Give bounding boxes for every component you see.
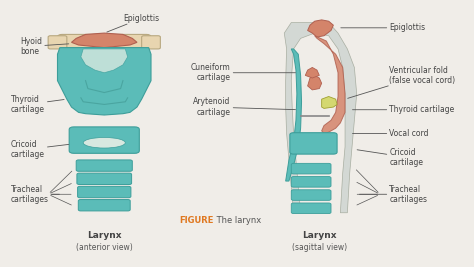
FancyBboxPatch shape [291,203,331,214]
FancyBboxPatch shape [142,36,160,49]
Text: Hyoid
bone: Hyoid bone [20,37,69,56]
Text: Epiglottis: Epiglottis [107,14,159,32]
FancyBboxPatch shape [69,127,139,153]
Polygon shape [308,75,322,90]
Text: The larynx: The larynx [214,216,261,225]
Text: Epiglottis: Epiglottis [341,23,426,32]
FancyBboxPatch shape [291,176,331,187]
Ellipse shape [70,135,138,151]
Text: FIGURE: FIGURE [179,216,213,225]
Text: Thyroid
cartilage: Thyroid cartilage [11,95,64,114]
Polygon shape [322,96,337,108]
Text: Larynx: Larynx [302,231,337,240]
Polygon shape [81,49,128,73]
Text: Cuneiform
cartilage: Cuneiform cartilage [191,63,295,83]
Text: Thyroid cartilage: Thyroid cartilage [353,105,455,114]
Text: Ventricular fold
(false vocal cord): Ventricular fold (false vocal cord) [348,66,456,98]
Text: (anterior view): (anterior view) [76,243,133,252]
FancyBboxPatch shape [57,34,151,48]
Text: Tracheal
cartilages: Tracheal cartilages [359,184,428,204]
FancyBboxPatch shape [291,190,331,200]
Text: Cricoid
cartilage: Cricoid cartilage [11,140,69,159]
Text: Larynx: Larynx [87,231,121,240]
FancyBboxPatch shape [78,199,130,211]
FancyBboxPatch shape [77,173,132,184]
FancyBboxPatch shape [48,36,67,49]
Polygon shape [284,22,357,213]
Text: (sagittal view): (sagittal view) [292,243,347,252]
Text: Arytenoid
cartilage: Arytenoid cartilage [193,97,295,117]
Polygon shape [315,36,345,134]
Polygon shape [72,33,137,48]
Text: Vocal cord: Vocal cord [353,129,429,138]
FancyBboxPatch shape [78,186,131,198]
FancyBboxPatch shape [291,163,331,174]
Ellipse shape [83,138,125,148]
Polygon shape [305,68,319,78]
FancyBboxPatch shape [290,133,337,154]
Text: Tracheal
cartilages: Tracheal cartilages [11,184,59,204]
Polygon shape [57,48,151,115]
Polygon shape [308,20,333,37]
Text: Cricoid
cartilage: Cricoid cartilage [357,148,423,167]
Polygon shape [286,49,301,181]
FancyBboxPatch shape [76,160,132,171]
